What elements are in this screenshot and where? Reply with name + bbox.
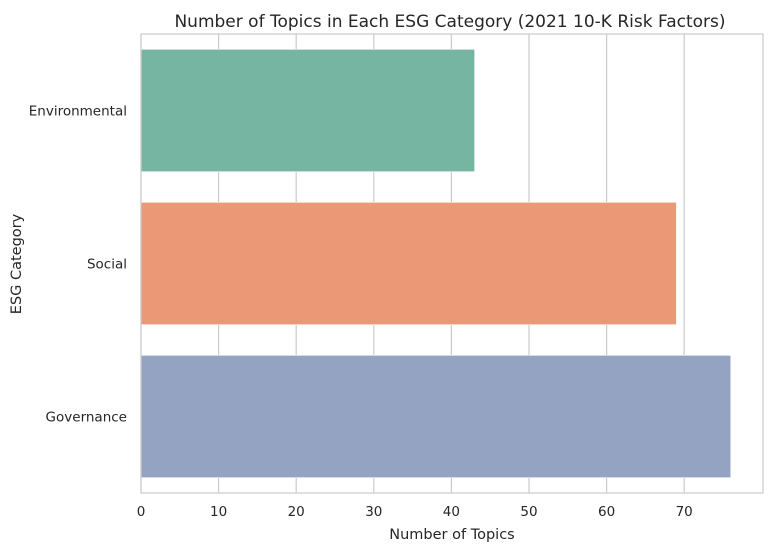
x-tick-label: 70: [676, 504, 693, 520]
x-tick-label: 50: [520, 504, 537, 520]
y-tick-label: Environmental: [29, 104, 127, 120]
y-tick-label: Governance: [46, 410, 127, 426]
plot-frame: [140, 33, 764, 494]
bar-environmental: [140, 48, 475, 173]
x-tick-label: 0: [137, 504, 146, 520]
x-tick-label: 40: [443, 504, 460, 520]
x-tick-label: 20: [288, 504, 305, 520]
x-tick-label: 30: [365, 504, 382, 520]
x-tick-label: 60: [598, 504, 615, 520]
x-tick-labels: 0 10 20 30 40 50 60 70: [137, 504, 693, 520]
bars: [140, 48, 732, 478]
bar-social: [140, 202, 677, 326]
bar-governance: [140, 354, 732, 478]
x-axis-label: Number of Topics: [389, 527, 514, 543]
y-tick-labels: Environmental Social Governance: [29, 104, 127, 426]
y-axis-label: ESG Category: [9, 213, 25, 314]
x-tick-label: 10: [210, 504, 227, 520]
y-tick-label: Social: [87, 257, 127, 273]
chart-title: Number of Topics in Each ESG Category (2…: [174, 12, 725, 32]
